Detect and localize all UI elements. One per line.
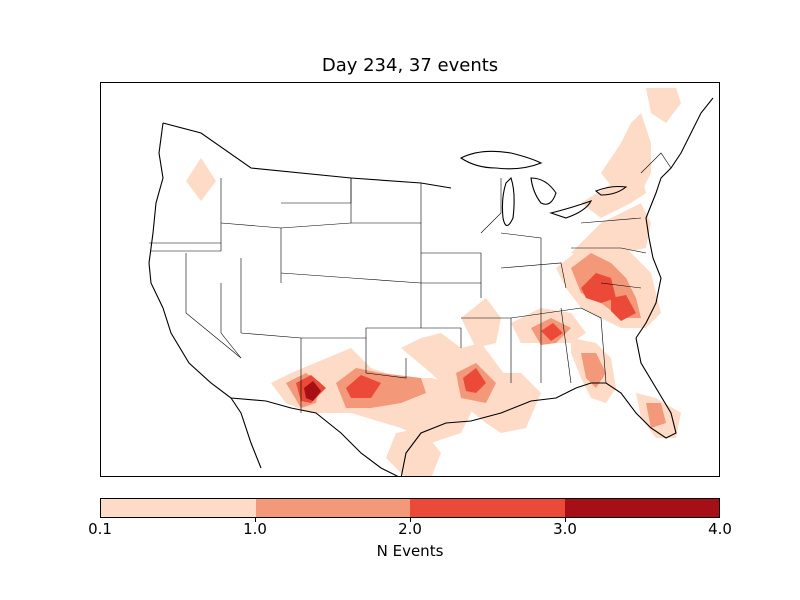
lake-huron — [530, 177, 557, 205]
pacific-coastline — [148, 122, 262, 469]
contour-texas-strong-2 — [346, 375, 381, 398]
state-borders — [149, 152, 672, 413]
colorbar-tick — [410, 518, 411, 522]
contour-georgia-medium — [581, 353, 606, 388]
contour-virginia — [571, 203, 651, 258]
mexico-border — [230, 397, 399, 476]
contour-gulf — [386, 428, 441, 476]
contour-southcarolina-strong — [611, 295, 636, 321]
contour-alabama-strong — [541, 323, 563, 341]
lake-ontario — [594, 185, 628, 196]
gulf-coastline — [400, 337, 677, 476]
event-contours — [186, 88, 681, 476]
contour-florida-medium — [646, 403, 666, 428]
colorbar-tick — [565, 518, 566, 522]
map-canvas — [148, 88, 714, 476]
contour-texas-max — [304, 381, 321, 401]
colorbar-tick — [255, 518, 256, 522]
contour-northeast — [601, 113, 651, 198]
lake-erie — [549, 200, 593, 219]
coastline — [148, 97, 714, 476]
canada-border — [162, 122, 452, 189]
contour-oregon — [186, 158, 216, 201]
colorbar-segment-2 — [255, 499, 410, 517]
colorbar-tick-label: 4.0 — [708, 520, 732, 538]
colorbar-segment-4 — [564, 499, 719, 517]
colorbar-tick-label: 1.0 — [243, 520, 267, 538]
atlantic-coastline — [635, 97, 714, 339]
contour-arkansas — [461, 298, 501, 348]
colorbar-tick-label: 2.0 — [398, 520, 422, 538]
lake-superior — [459, 150, 543, 170]
colorbar-segment-3 — [410, 499, 565, 517]
lake-michigan — [501, 176, 515, 227]
map-title: Day 234, 37 events — [321, 55, 499, 76]
colorbar-title: N Events — [376, 542, 444, 560]
colorbar-segment-1 — [101, 499, 256, 517]
contour-virginia-strong — [581, 273, 616, 303]
colorbar-tick-label: 3.0 — [553, 520, 577, 538]
map-panel — [100, 82, 720, 477]
contour-east-texas-strong — [463, 368, 486, 393]
colorbar — [100, 498, 720, 518]
colorbar-tick-label: 0.1 — [88, 520, 112, 538]
contour-maine — [646, 88, 681, 123]
